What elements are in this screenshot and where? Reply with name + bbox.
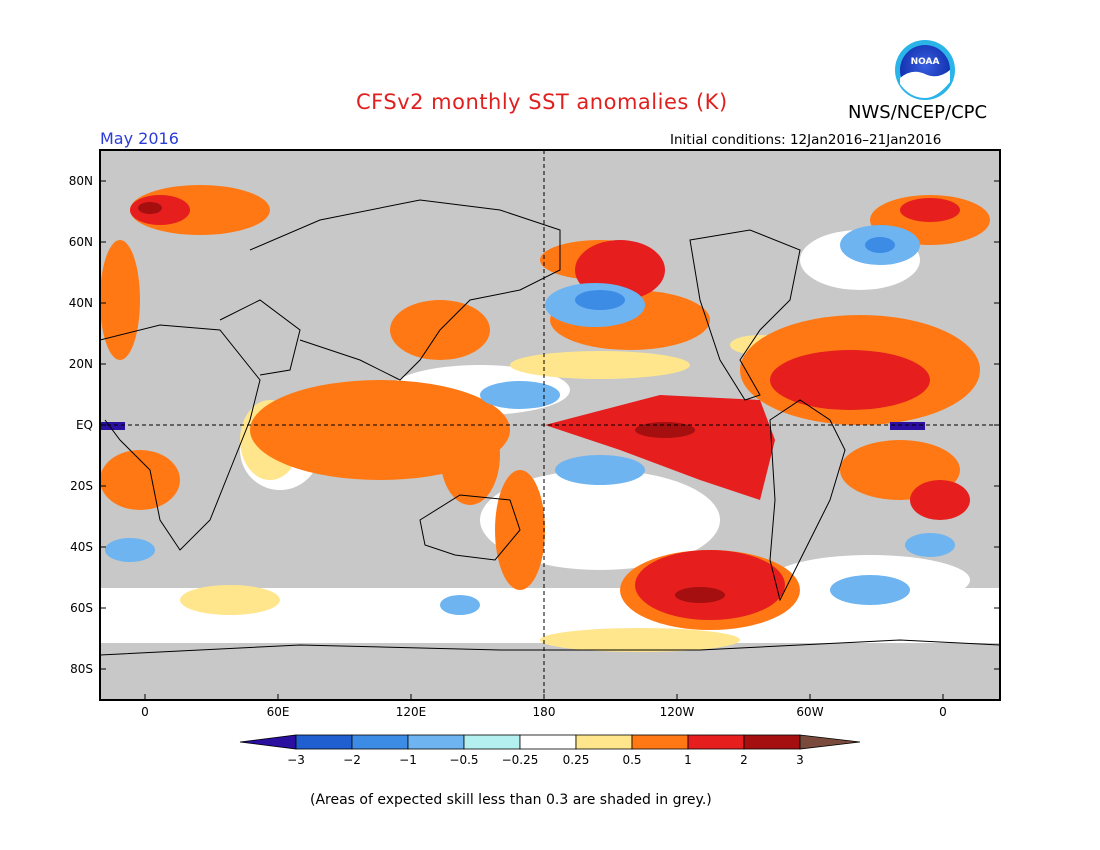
legend-label: −0.25: [502, 753, 539, 767]
lon-label: 0: [141, 705, 149, 719]
color-legend: −3 −2 −1 −0.5 −0.25 0.25 0.5 1 2 3: [239, 734, 861, 767]
legend-label: 0.5: [622, 753, 641, 767]
noaa-logo-icon: NOAA: [895, 40, 955, 100]
lon-axis: 0 60E 120E 180 120W 60W 0: [141, 694, 947, 719]
positive-extreme-areas: [138, 202, 725, 603]
forecast-month: May 2016: [100, 129, 179, 148]
lat-label: EQ: [76, 418, 93, 432]
initial-conditions: Initial conditions: 12Jan2016–21Jan2016: [670, 132, 942, 148]
legend-label: −0.5: [449, 753, 478, 767]
lat-label: 80S: [70, 662, 93, 676]
legend-label: −3: [287, 753, 305, 767]
lon-label: 180: [533, 705, 556, 719]
svg-text:NOAA: NOAA: [911, 57, 940, 67]
positive-strong-areas: [130, 195, 970, 620]
lat-label: 40S: [70, 540, 93, 554]
lat-label: 20N: [69, 357, 93, 371]
lat-label: 20S: [70, 479, 93, 493]
negative-extreme-areas: [100, 422, 925, 430]
legend-swatch: [631, 734, 689, 750]
legend-label: −2: [343, 753, 361, 767]
legend-label: 0.25: [563, 753, 590, 767]
lat-label: 40N: [69, 296, 93, 310]
lon-label: 120E: [396, 705, 427, 719]
legend-swatch: [575, 734, 633, 750]
lon-label: 120W: [660, 705, 695, 719]
lat-label: 80N: [69, 174, 93, 188]
negative-strong-areas: [575, 237, 895, 310]
legend-swatch: [463, 734, 521, 750]
map-area: [100, 150, 1000, 700]
lat-axis: 80N 60N 40N 20N EQ 20S 40S 60S 80S: [69, 174, 1000, 676]
coastlines: [100, 199, 1000, 656]
legend-swatch: [519, 734, 577, 750]
lon-label: 60E: [267, 705, 290, 719]
legend-swatch: [743, 734, 801, 750]
legend-label: 2: [740, 753, 748, 767]
legend-label: −1: [399, 753, 417, 767]
lat-label: 60S: [70, 601, 93, 615]
chart-title: CFSv2 monthly SST anomalies (K): [356, 90, 728, 114]
agency-label: NWS/NCEP/CPC: [848, 102, 988, 123]
legend-label: 3: [796, 753, 804, 767]
legend-arrow-high: [799, 734, 861, 750]
legend-swatch: [295, 734, 353, 750]
lat-label: 60N: [69, 235, 93, 249]
legend-swatch: [351, 734, 409, 750]
legend-swatch: [407, 734, 465, 750]
lon-label: 0: [939, 705, 947, 719]
legend-swatch: [687, 734, 745, 750]
legend-label: 1: [684, 753, 692, 767]
skill-note: (Areas of expected skill less than 0.3 a…: [310, 792, 712, 808]
lon-label: 60W: [796, 705, 823, 719]
legend-arrow-low: [239, 734, 297, 750]
